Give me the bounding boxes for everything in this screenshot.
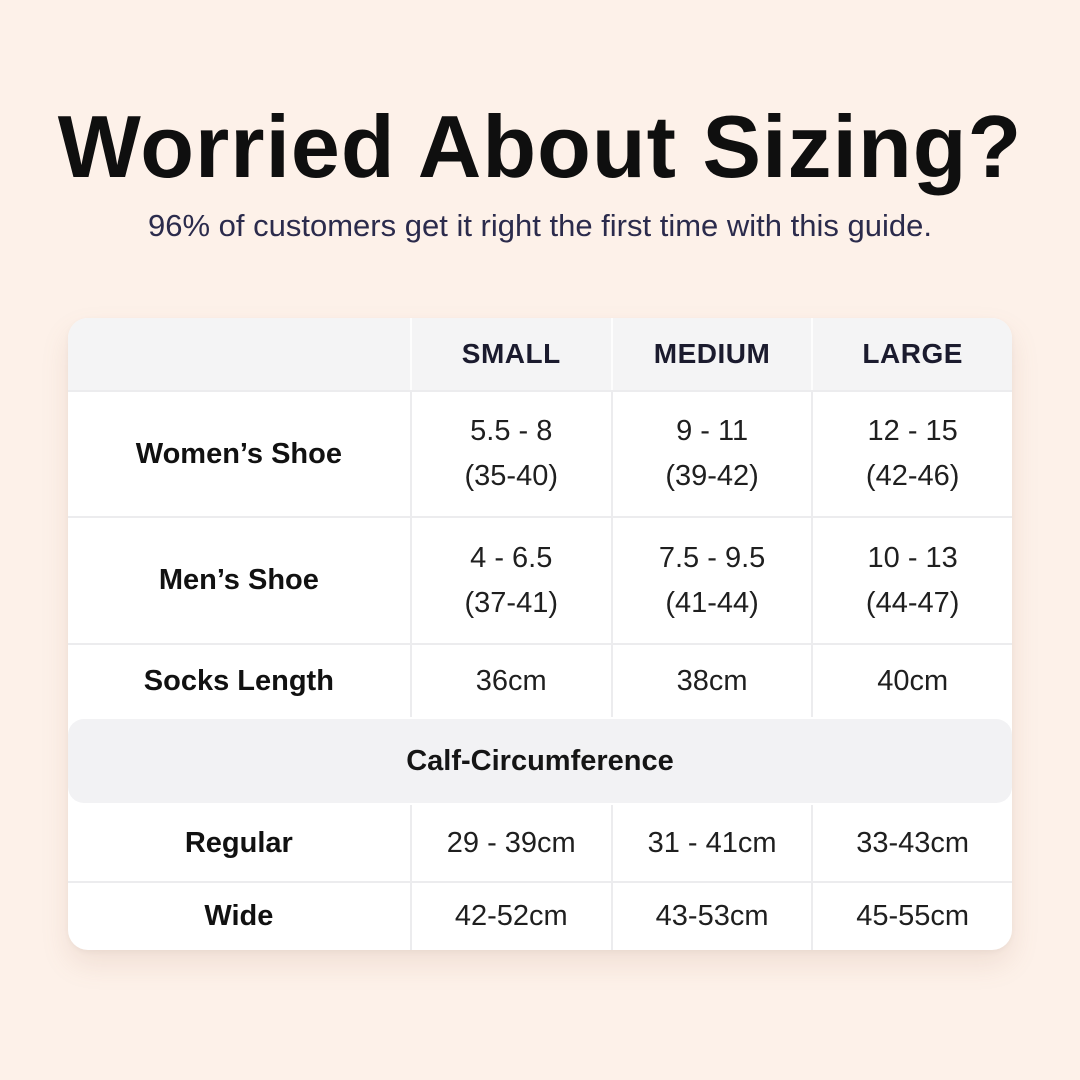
page-title: Worried About Sizing? xyxy=(57,97,1023,196)
row-label-regular: Regular xyxy=(184,826,293,859)
cell-regular-medium: 31 - 41cm xyxy=(610,805,812,881)
cell-wide-medium: 43-53cm xyxy=(610,883,812,950)
cell-mens-small: 4 - 6.5 (37-41) xyxy=(409,518,611,643)
cell-wide-large: 45-55cm xyxy=(811,883,1012,950)
table-row-mens-shoe: Men’s Shoe 4 - 6.5 (37-41) 7.5 - 9.5 (41… xyxy=(68,516,1012,643)
column-header-large: LARGE xyxy=(811,318,1012,390)
size-table-card: SMALL MEDIUM LARGE Women’s Shoe 5.5 - 8 … xyxy=(68,318,1012,950)
table-row-wide: Wide 42-52cm 43-53cm 45-55cm xyxy=(68,881,1012,950)
cell-womens-medium: 9 - 11 (39-42) xyxy=(610,392,812,516)
row-label-womens-shoe: Women’s Shoe xyxy=(135,437,342,470)
cell-mens-large: 10 - 13 (44-47) xyxy=(811,518,1012,643)
section-header-calf-circumference: Calf-Circumference xyxy=(68,719,1012,803)
cell-womens-small: 5.5 - 8 (35-40) xyxy=(409,392,611,516)
row-label-mens-shoe: Men’s Shoe xyxy=(158,564,319,597)
column-header-medium: MEDIUM xyxy=(610,318,812,390)
section-label: Calf-Circumference xyxy=(406,744,674,777)
cell-womens-large: 12 - 15 (42-46) xyxy=(811,392,1012,516)
cell-socks-large: 40cm xyxy=(811,645,1012,717)
column-header-small: SMALL xyxy=(409,318,611,390)
cell-socks-medium: 38cm xyxy=(610,645,812,717)
cell-socks-small: 36cm xyxy=(409,645,611,717)
cell-wide-small: 42-52cm xyxy=(409,883,611,950)
page-subtitle: 96% of customers get it right the first … xyxy=(148,208,932,243)
cell-regular-small: 29 - 39cm xyxy=(409,805,611,881)
row-label-wide: Wide xyxy=(204,900,274,933)
column-header-blank xyxy=(68,318,410,390)
table-row-womens-shoe: Women’s Shoe 5.5 - 8 (35-40) 9 - 11 (39-… xyxy=(68,390,1012,516)
table-header-row: SMALL MEDIUM LARGE xyxy=(68,318,1012,390)
row-label-socks-length: Socks Length xyxy=(143,664,334,697)
cell-regular-large: 33-43cm xyxy=(811,805,1012,881)
cell-mens-medium: 7.5 - 9.5 (41-44) xyxy=(610,518,812,643)
table-row-socks-length: Socks Length 36cm 38cm 40cm xyxy=(68,643,1012,717)
table-row-regular: Regular 29 - 39cm 31 - 41cm 33-43cm xyxy=(68,805,1012,881)
